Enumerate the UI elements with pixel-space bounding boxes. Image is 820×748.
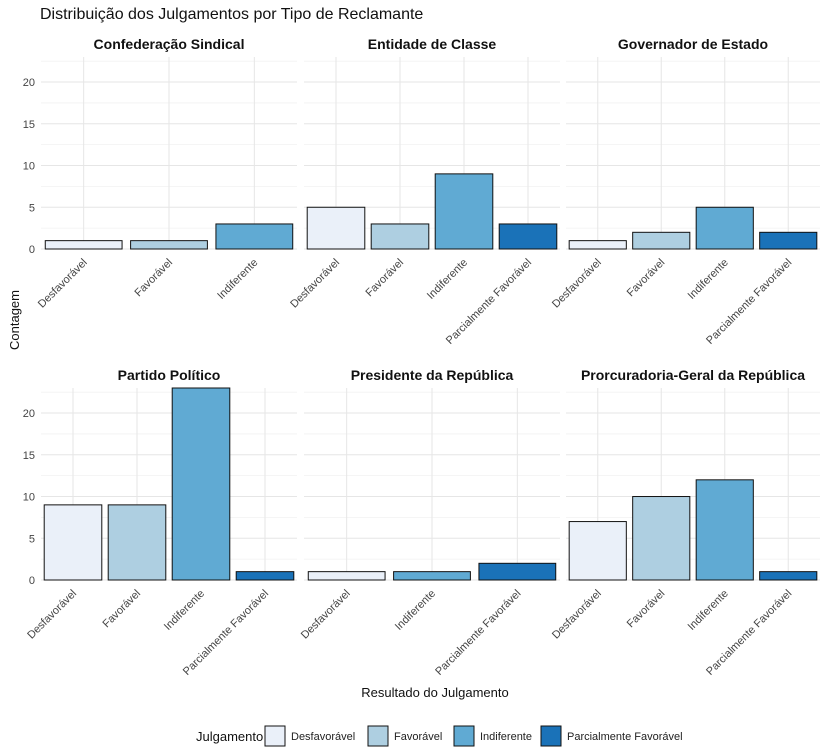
- x-tick-label: Indiferente: [393, 588, 438, 633]
- x-tick-label: Desfavorável: [299, 588, 353, 642]
- x-tick-label: Favorável: [363, 257, 406, 300]
- facet-title: Presidente da República: [351, 367, 514, 383]
- legend-title: Julgamento: [196, 729, 263, 744]
- x-tick-label: Favorável: [625, 588, 668, 631]
- bar-favoravel: [632, 496, 691, 581]
- x-tick-label: Desfavorável: [288, 257, 342, 311]
- y-tick-label: 10: [23, 161, 35, 173]
- x-tick-label: Parcialmente Favorável: [433, 588, 523, 678]
- x-axis-label: Resultado do Julgamento: [361, 685, 508, 700]
- facet-title: Governador de Estado: [618, 36, 768, 52]
- bar-desfavoravel: [43, 504, 103, 581]
- bar-indiferente: [695, 206, 754, 250]
- facet-partido-politico: Desfavorável Favorável IndiferenteParcialm…: [23, 367, 297, 678]
- bar-desfavoravel: [306, 206, 366, 250]
- x-tick-label: Indiferente: [162, 588, 207, 633]
- x-tick-label: Desfavorável: [550, 588, 604, 642]
- legend: Julgamento Desfavorável Favorável Indifere…: [196, 725, 683, 747]
- facet-title: Prorcuradoria-Geral da República: [581, 367, 805, 383]
- bar-parcialmente-favoravel: [235, 571, 295, 581]
- legend-label: Favorável: [394, 731, 442, 743]
- legend-label: Indiferente: [480, 731, 532, 743]
- x-tick-label: Indiferente: [425, 257, 470, 302]
- x-tick-label: Desfavorável: [25, 588, 79, 642]
- bar-parcialmente-favoravel: [759, 231, 818, 250]
- legend-label: Desfavorável: [291, 731, 355, 743]
- y-tick-label: 15: [23, 450, 35, 462]
- legend-key-favoravel: [367, 725, 389, 747]
- facet-confederacao-sindical: Desfavorável Favorável Indiferente 0 5 10 15 20…: [23, 36, 297, 311]
- bar-parcialmente-favoravel: [498, 223, 558, 250]
- facets-group: Desfavorável Favorável Indiferente 0 5 10 15 20…: [23, 36, 820, 678]
- x-tick-label: Desfavorável: [36, 257, 90, 311]
- y-tick-label: 0: [29, 244, 35, 256]
- x-tick-label: Desfavorável: [550, 257, 604, 311]
- y-tick-label: 10: [23, 492, 35, 504]
- bar-indiferente: [434, 173, 494, 250]
- y-tick-label: 5: [29, 533, 35, 545]
- facet-title: Confederação Sindical: [94, 36, 245, 52]
- legend-key-parcialmente-favoravel: [540, 725, 562, 747]
- y-tick-label: 15: [23, 119, 35, 131]
- x-tick-label: Favorável: [625, 257, 668, 300]
- bar-favoravel: [107, 504, 167, 581]
- legend-key-desfavoravel: [264, 725, 286, 747]
- bar-favoravel: [370, 223, 430, 250]
- legend-label: Parcialmente Favorável: [567, 731, 683, 743]
- facet-title: Partido Político: [118, 367, 221, 383]
- bar-desfavoravel: [307, 571, 386, 581]
- bar-desfavoravel: [568, 240, 627, 250]
- facet-entidade-de-classe: Desfavorável Favorável IndiferenteParcialm…: [288, 36, 560, 347]
- bar-indiferente: [695, 479, 754, 581]
- chart-title: Distribuição dos Julgamentos por Tipo de…: [40, 6, 423, 23]
- bar-desfavoravel: [568, 521, 627, 581]
- bar-desfavoravel: [44, 240, 123, 250]
- bar-parcialmente-favoravel: [759, 571, 818, 581]
- facet-governador-de-estado: Desfavorável Favorável IndiferenteParcialm…: [550, 36, 820, 347]
- y-tick-label: 0: [29, 575, 35, 587]
- bar-favoravel: [130, 240, 208, 250]
- bar-indiferente: [215, 223, 294, 250]
- x-tick-label: Indiferente: [215, 257, 260, 302]
- y-tick-label: 20: [23, 77, 35, 89]
- y-axis-label: Contagem: [7, 290, 22, 350]
- x-tick-label: Favorável: [100, 588, 143, 631]
- bar-favoravel: [632, 231, 691, 250]
- bar-parcialmente-favoravel: [478, 562, 557, 581]
- y-tick-label: 5: [29, 202, 35, 214]
- y-tick-label: 20: [23, 408, 35, 420]
- x-tick-label: Indiferente: [686, 588, 731, 633]
- x-tick-label: Indiferente: [686, 257, 731, 302]
- facet-prorcuradoria-geral-da-republica: Desfavorável Favorável IndiferenteParcialm…: [550, 367, 820, 678]
- legend-key-indiferente: [453, 725, 475, 747]
- bar-indiferente: [393, 571, 471, 581]
- bar-indiferente: [171, 387, 231, 581]
- facet-title: Entidade de Classe: [368, 36, 497, 52]
- x-tick-label: Favorável: [132, 257, 175, 300]
